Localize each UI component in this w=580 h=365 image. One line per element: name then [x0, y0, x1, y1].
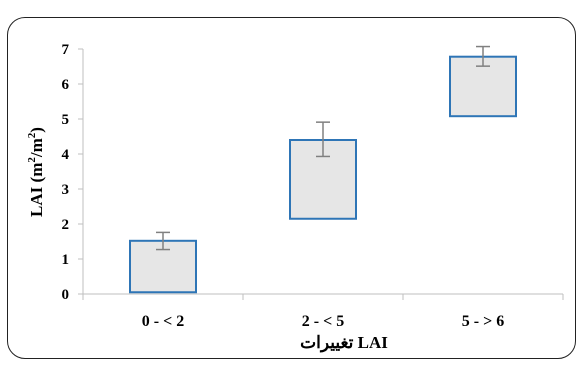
y-tick-label: 6	[62, 77, 70, 93]
y-tick-label: 2	[62, 217, 70, 233]
y-tick-label: 1	[62, 252, 70, 268]
x-axis: 0 - < 2 2 - < 5 5 - > 6	[82, 293, 564, 330]
y-tick-label: 4	[62, 147, 70, 163]
bars	[129, 55, 517, 294]
y-tick-label: 7	[62, 42, 70, 58]
y-tick-label: 3	[62, 182, 70, 198]
x-tick-label: 5 - > 6	[462, 313, 504, 330]
x-tick-label: 2 - < 5	[302, 313, 344, 330]
y-tick-label: 5	[62, 112, 70, 128]
x-tick-label: 0 - < 2	[142, 313, 184, 330]
y-tick-label: 0	[62, 287, 70, 303]
y-axis-label-superscript: 2	[26, 157, 38, 163]
y-axis-label-part: /m	[27, 138, 46, 158]
error-bars	[156, 45, 490, 251]
y-axis-label-part: LAI (m	[27, 163, 46, 217]
x-axis-label: تغییرات LAI	[300, 333, 388, 353]
y-axis-label-part: )	[27, 127, 46, 133]
bar	[289, 139, 357, 220]
y-axis-label: LAI (m2/m2)	[26, 127, 46, 217]
y-axis-label-superscript: 2	[26, 132, 38, 138]
y-axis: 0 1 2 3 4 5 6 7	[62, 42, 84, 303]
